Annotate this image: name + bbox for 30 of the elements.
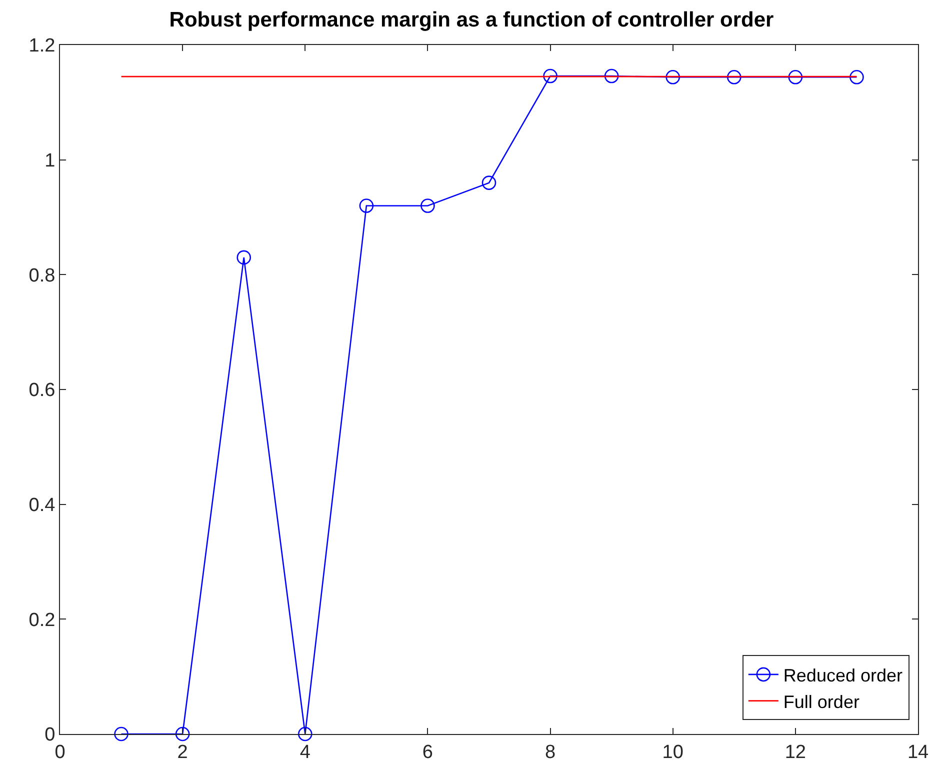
point xyxy=(298,726,312,742)
point xyxy=(666,70,680,84)
x-tick-label: 4 xyxy=(300,742,311,763)
y-tick-label: 0.6 xyxy=(28,380,56,402)
chart-title: Robust performance margin as a function of controller order xyxy=(169,8,774,32)
y-tick-label: 0.8 xyxy=(28,265,56,286)
x-tick-label: 14 xyxy=(907,742,929,763)
y-tick-label: 0 xyxy=(44,724,56,746)
legend-label: Reduced order xyxy=(783,665,902,686)
point xyxy=(359,198,374,213)
x-tick-label: 12 xyxy=(784,742,806,763)
point xyxy=(236,250,252,265)
y-tick-label: 0.2 xyxy=(28,610,56,631)
point xyxy=(543,68,558,84)
point xyxy=(726,70,742,84)
point xyxy=(788,70,803,84)
x-tick-label: 6 xyxy=(422,742,433,763)
y-tick-label: 0.4 xyxy=(28,494,56,516)
x-tick-label: 10 xyxy=(662,742,684,763)
legend-label: Full order xyxy=(783,692,860,712)
y-tick-label: 1 xyxy=(44,150,56,172)
point xyxy=(420,198,435,213)
point xyxy=(114,726,128,742)
point xyxy=(482,176,496,190)
x-tick-label: 8 xyxy=(545,742,556,763)
point xyxy=(604,68,619,84)
point xyxy=(175,726,190,742)
x-tick-label: 2 xyxy=(177,742,188,763)
y-tick-label: 1.2 xyxy=(28,36,56,57)
point xyxy=(850,70,864,84)
